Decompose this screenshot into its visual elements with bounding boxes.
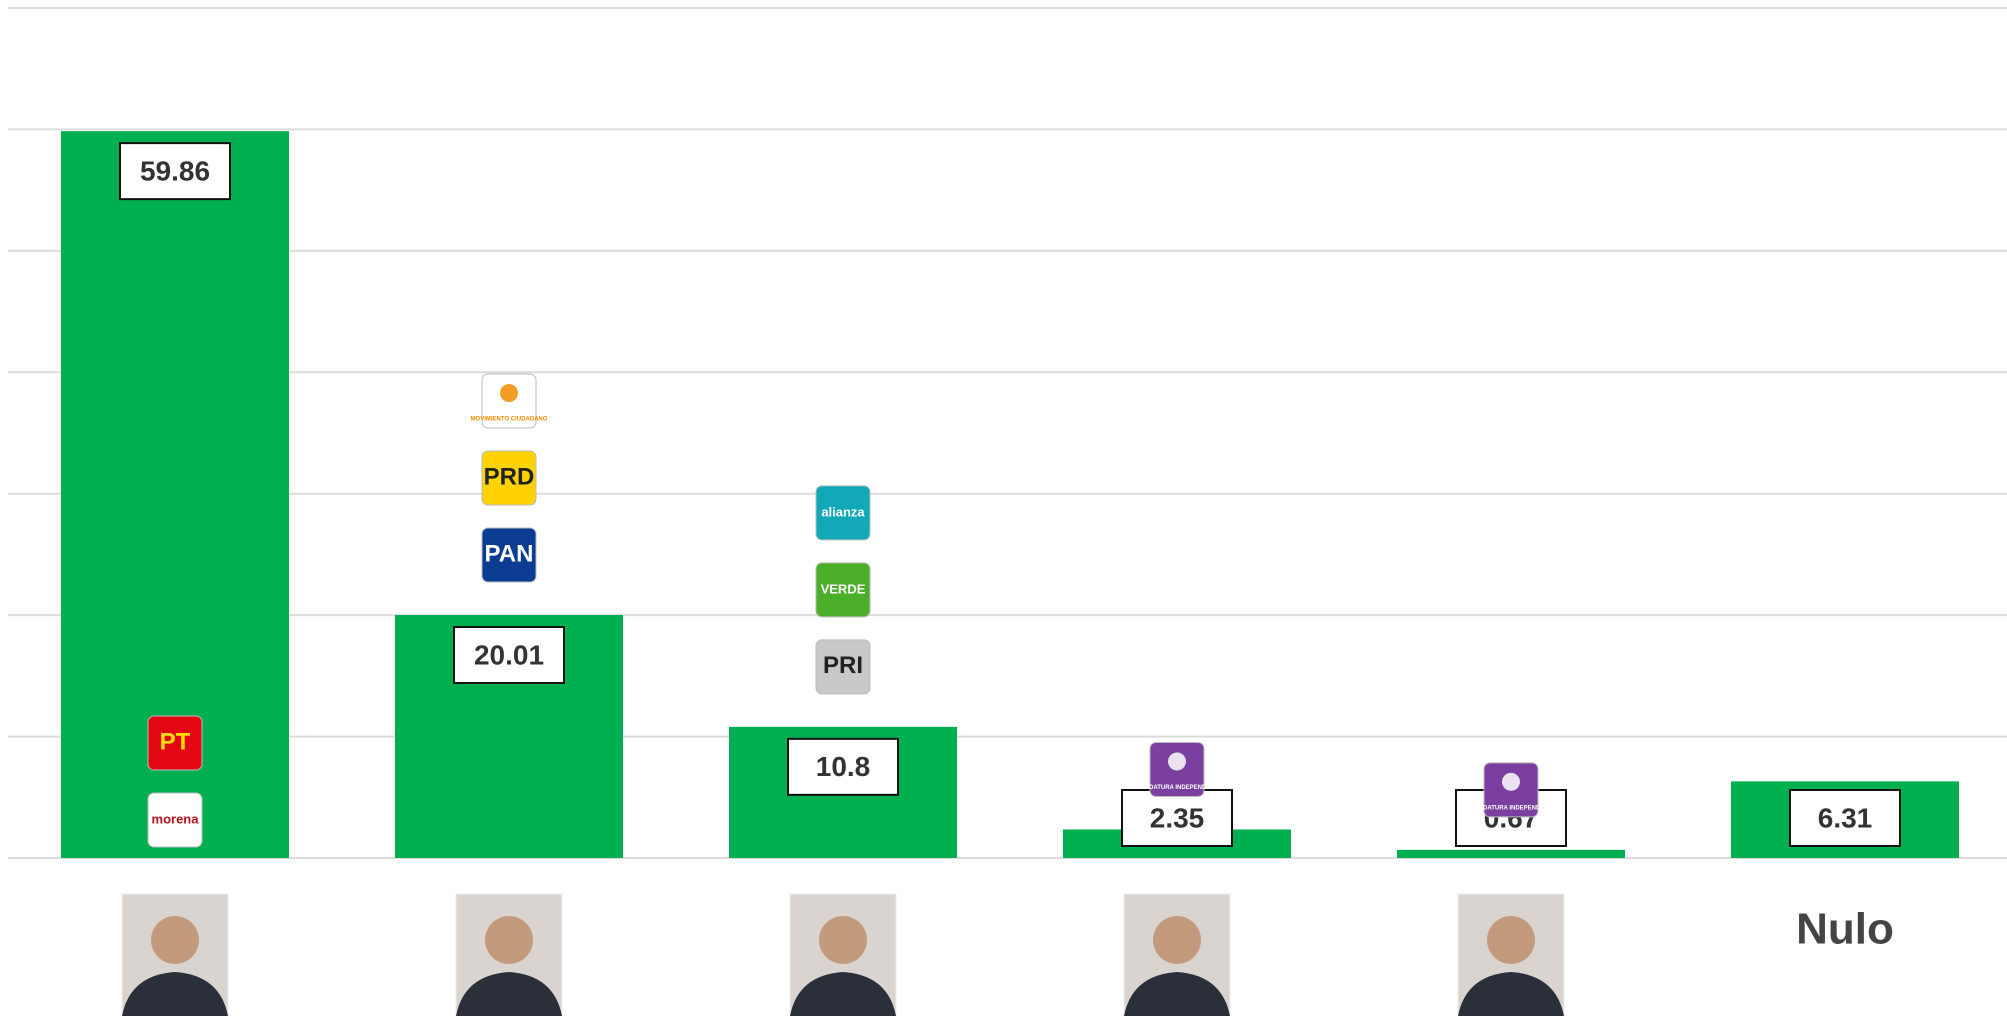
party-logo-icon	[1168, 752, 1186, 770]
candidate-photo-head	[1487, 916, 1535, 964]
party-logo-text: CANDIDATURA INDEPENDIENTE	[1464, 805, 1558, 811]
value-label: 59.86	[140, 156, 210, 187]
party-logo-text: VERDE	[821, 581, 866, 596]
party-logo-text: PRI	[823, 652, 863, 679]
candidate-photo-head	[1153, 916, 1201, 964]
chart: 59.86 morena PT 20.01 PAN PRD MOVIMIENTO CIUDA…	[0, 0, 2007, 1016]
bar	[1397, 850, 1625, 858]
party-logo-text: PAN	[485, 540, 534, 567]
party-logo-text: alianza	[821, 504, 865, 519]
candidate-photo-head	[819, 916, 867, 964]
x-tick-label: Nulo	[1796, 905, 1894, 954]
party-logo-icon	[500, 384, 518, 402]
party-logo-text: PT	[160, 728, 191, 755]
party-logo-icon	[1502, 773, 1520, 791]
value-label: 10.8	[816, 751, 871, 782]
value-label: 6.31	[1818, 802, 1873, 833]
party-logo-text: MOVIMIENTO CIUDADANO	[471, 417, 548, 423]
value-label: 2.35	[1150, 802, 1205, 833]
party-logo-text: morena	[152, 811, 200, 826]
candidate-photo-head	[151, 916, 199, 964]
candidate-photo-head	[485, 916, 533, 964]
party-logo-text: CANDIDATURA INDEPENDIENTE	[1130, 785, 1224, 791]
value-label: 20.01	[474, 639, 544, 670]
party-logo-text: PRD	[484, 463, 535, 490]
